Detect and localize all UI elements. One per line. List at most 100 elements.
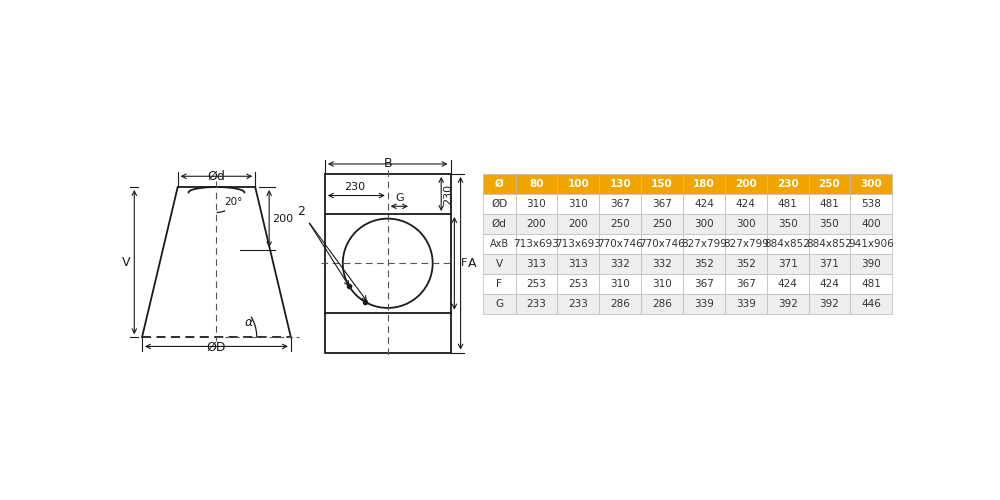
Text: 310: 310 xyxy=(610,279,630,289)
Text: 713x693: 713x693 xyxy=(514,239,559,249)
Text: 233: 233 xyxy=(527,299,546,309)
Bar xyxy=(599,174,641,194)
Text: 300: 300 xyxy=(860,179,882,189)
Bar xyxy=(767,234,809,254)
Bar xyxy=(557,174,599,194)
Text: 250: 250 xyxy=(819,179,840,189)
Bar xyxy=(725,214,767,234)
Text: A: A xyxy=(468,257,476,270)
Text: ØD: ØD xyxy=(207,341,226,354)
Bar xyxy=(516,274,557,294)
Bar xyxy=(641,274,683,294)
Bar xyxy=(767,194,809,214)
Bar xyxy=(683,274,725,294)
Bar xyxy=(599,294,641,314)
Text: 310: 310 xyxy=(568,199,588,209)
Bar xyxy=(809,254,850,274)
Bar xyxy=(483,254,516,274)
Bar xyxy=(599,254,641,274)
Text: 180: 180 xyxy=(693,179,715,189)
Text: 332: 332 xyxy=(652,259,672,269)
Text: 424: 424 xyxy=(694,199,714,209)
Text: 230: 230 xyxy=(777,179,798,189)
Text: 392: 392 xyxy=(820,299,839,309)
Bar xyxy=(483,194,516,214)
Text: Ø: Ø xyxy=(495,179,504,189)
Text: 367: 367 xyxy=(610,199,630,209)
Bar xyxy=(557,234,599,254)
Text: 371: 371 xyxy=(778,259,798,269)
Text: Ød: Ød xyxy=(208,170,225,183)
Bar xyxy=(850,174,892,194)
Text: 332: 332 xyxy=(610,259,630,269)
Text: 200: 200 xyxy=(735,179,757,189)
Bar xyxy=(557,194,599,214)
Bar xyxy=(725,234,767,254)
Text: 286: 286 xyxy=(610,299,630,309)
Text: 250: 250 xyxy=(610,219,630,229)
Text: V: V xyxy=(496,259,503,269)
Text: 100: 100 xyxy=(568,179,589,189)
Text: 367: 367 xyxy=(694,279,714,289)
Text: 250: 250 xyxy=(652,219,672,229)
Text: 481: 481 xyxy=(778,199,798,209)
Text: 300: 300 xyxy=(694,219,714,229)
Text: 538: 538 xyxy=(861,199,881,209)
Text: 339: 339 xyxy=(736,299,756,309)
Text: 367: 367 xyxy=(652,199,672,209)
Text: 481: 481 xyxy=(861,279,881,289)
Bar xyxy=(809,274,850,294)
Text: 827x799: 827x799 xyxy=(723,239,769,249)
Text: V: V xyxy=(122,256,131,268)
Text: 371: 371 xyxy=(820,259,839,269)
Text: 310: 310 xyxy=(527,199,546,209)
Bar xyxy=(850,214,892,234)
Bar xyxy=(641,234,683,254)
Text: 350: 350 xyxy=(778,219,798,229)
Bar xyxy=(683,194,725,214)
Bar xyxy=(483,174,516,194)
Bar xyxy=(516,174,557,194)
Bar xyxy=(516,294,557,314)
Bar xyxy=(641,254,683,274)
Bar xyxy=(599,214,641,234)
Bar xyxy=(557,254,599,274)
Text: 200: 200 xyxy=(272,214,293,224)
Bar xyxy=(683,254,725,274)
Text: 313: 313 xyxy=(527,259,546,269)
Bar xyxy=(557,294,599,314)
Bar xyxy=(641,294,683,314)
Text: 313: 313 xyxy=(568,259,588,269)
Text: G: G xyxy=(495,299,503,309)
Text: 424: 424 xyxy=(736,199,756,209)
Text: 233: 233 xyxy=(568,299,588,309)
Text: B: B xyxy=(383,157,392,170)
Bar xyxy=(725,254,767,274)
Text: α: α xyxy=(244,316,253,330)
Bar xyxy=(516,254,557,274)
Text: 367: 367 xyxy=(736,279,756,289)
Bar xyxy=(516,214,557,234)
Text: 200: 200 xyxy=(527,219,546,229)
Text: ØD: ØD xyxy=(491,199,507,209)
Bar xyxy=(516,194,557,214)
Text: 80: 80 xyxy=(529,179,544,189)
Text: 446: 446 xyxy=(861,299,881,309)
Bar xyxy=(850,274,892,294)
Bar xyxy=(683,214,725,234)
Bar xyxy=(725,294,767,314)
Bar xyxy=(483,234,516,254)
Text: 300: 300 xyxy=(736,219,756,229)
Text: 390: 390 xyxy=(861,259,881,269)
Bar xyxy=(850,254,892,274)
Text: 770x746: 770x746 xyxy=(597,239,643,249)
Text: 150: 150 xyxy=(651,179,673,189)
Bar xyxy=(641,174,683,194)
Bar xyxy=(809,234,850,254)
Bar xyxy=(809,214,850,234)
Bar xyxy=(557,214,599,234)
Text: 827x799: 827x799 xyxy=(681,239,727,249)
Bar xyxy=(683,294,725,314)
Bar xyxy=(809,294,850,314)
Text: 884x852: 884x852 xyxy=(765,239,811,249)
